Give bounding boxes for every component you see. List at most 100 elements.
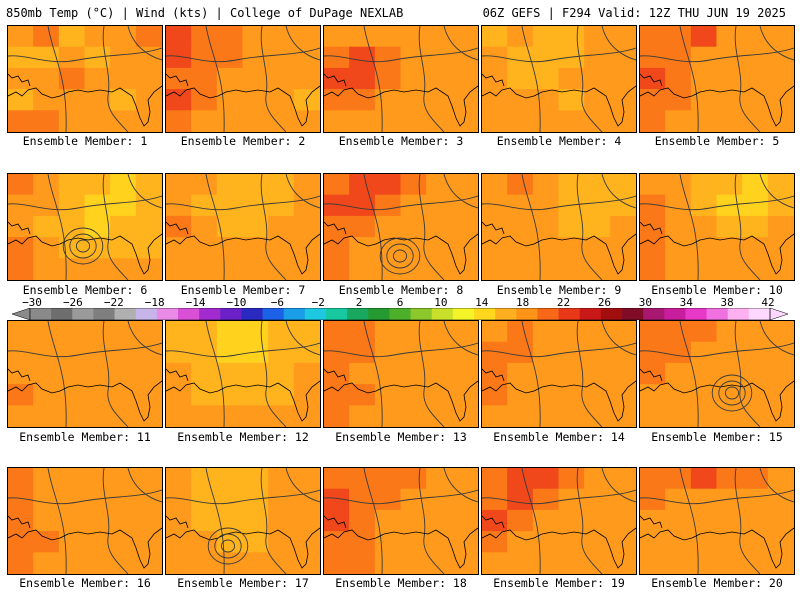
ensemble-member-label: Ensemble Member: 4 [496, 134, 622, 148]
temperature-cell [135, 89, 162, 112]
temperature-cell [8, 341, 35, 364]
coastline [8, 221, 31, 235]
temperature-cell [716, 321, 744, 343]
coastline [482, 85, 636, 127]
temperature-cell [135, 321, 162, 343]
temperature-cell [532, 341, 560, 364]
coastline [640, 233, 794, 275]
temperature-cell [242, 362, 270, 386]
temperature-cell [507, 110, 534, 132]
colorbar-segment [474, 308, 496, 320]
temperature-cell [374, 405, 402, 427]
coastline [166, 368, 189, 382]
colorbar-segment [600, 308, 623, 320]
height-contour [127, 26, 162, 61]
temperature-cell [8, 405, 35, 427]
height-contour [260, 321, 287, 427]
height-contour [576, 174, 603, 280]
temperature-cell [191, 531, 218, 554]
temperature-cell [135, 258, 162, 280]
temperature-cell [110, 89, 137, 112]
colorbar-segment [516, 308, 538, 320]
temperature-cell [110, 194, 137, 217]
temperature-cell [507, 509, 534, 533]
temperature-cell [690, 552, 718, 574]
temperature-cell [507, 174, 534, 196]
temperature-cell [609, 509, 636, 533]
temperature-cell [135, 341, 162, 364]
temperature-cell [532, 258, 560, 280]
temperature-cell [400, 321, 428, 343]
temperature-cell [426, 362, 453, 386]
low-pressure-contour [711, 374, 753, 412]
temperature-cell [742, 258, 769, 280]
temperature-cell [349, 341, 376, 364]
temperature-cell [110, 384, 137, 407]
coastline [482, 221, 505, 235]
coastline [482, 368, 505, 382]
height-contour [521, 174, 541, 280]
temperature-cell [349, 488, 376, 511]
temperature-cell [110, 174, 137, 196]
temperature-cell [58, 26, 86, 48]
ensemble-member-18-map [323, 467, 479, 575]
colorbar-segment [241, 308, 264, 320]
height-contour [418, 468, 445, 574]
temperature-cell [767, 89, 794, 112]
temperature-cell [716, 67, 744, 91]
temperature-cell [242, 215, 270, 239]
temperature-cell [166, 237, 193, 260]
temperature-cell [33, 258, 60, 280]
temperature-cell [293, 341, 320, 364]
temperature-cell [400, 174, 428, 196]
temperature-cell [84, 405, 112, 427]
coastline [324, 368, 347, 382]
temperature-cell [216, 26, 244, 48]
temperature-cell [58, 67, 86, 91]
temperature-cell [609, 552, 636, 574]
height-contour [601, 321, 636, 356]
temperature-cell [166, 89, 193, 112]
temperature-cell [135, 531, 162, 554]
temperature-cell [84, 258, 112, 280]
temperature-cell [84, 110, 112, 132]
low-pressure-contour [386, 243, 414, 269]
ensemble-member-label: Ensemble Member: 17 [177, 576, 309, 590]
temperature-cell [268, 215, 295, 239]
ensemble-member-label: Ensemble Member: 14 [493, 430, 625, 444]
temperature-cell [451, 405, 478, 427]
coastline [8, 73, 31, 87]
temperature-cell [84, 237, 112, 260]
temperature-cell [742, 468, 769, 490]
temperature-cell [690, 110, 718, 132]
temperature-cell [482, 46, 509, 69]
colorbar-segment [622, 308, 644, 320]
temperature-cell [135, 194, 162, 217]
temperature-cell [400, 405, 428, 427]
coastline [166, 527, 320, 569]
temperature-cell [482, 509, 509, 533]
temperature-cell [767, 468, 794, 490]
temperature-cell [374, 552, 402, 574]
temperature-cell [268, 384, 295, 407]
temperature-cell [374, 194, 402, 217]
temperature-cell [532, 237, 560, 260]
temperature-cell [665, 321, 692, 343]
height-contour [576, 26, 603, 132]
temperature-cell [426, 26, 453, 48]
temperature-cell [268, 89, 295, 112]
ensemble-member-label: Ensemble Member: 12 [177, 430, 309, 444]
temperature-cell [482, 194, 509, 217]
temperature-cell [349, 384, 376, 407]
colorbar-segment [727, 308, 750, 320]
temperature-cell [609, 258, 636, 280]
temperature-cell [33, 46, 60, 69]
coastline [324, 221, 347, 235]
height-contour [102, 26, 129, 132]
temperature-cell [84, 321, 112, 343]
temperature-cell [110, 552, 137, 574]
temperature-cell [293, 194, 320, 217]
temperature-cell [293, 67, 320, 91]
height-contour [443, 174, 478, 209]
temperature-cell [8, 67, 35, 91]
